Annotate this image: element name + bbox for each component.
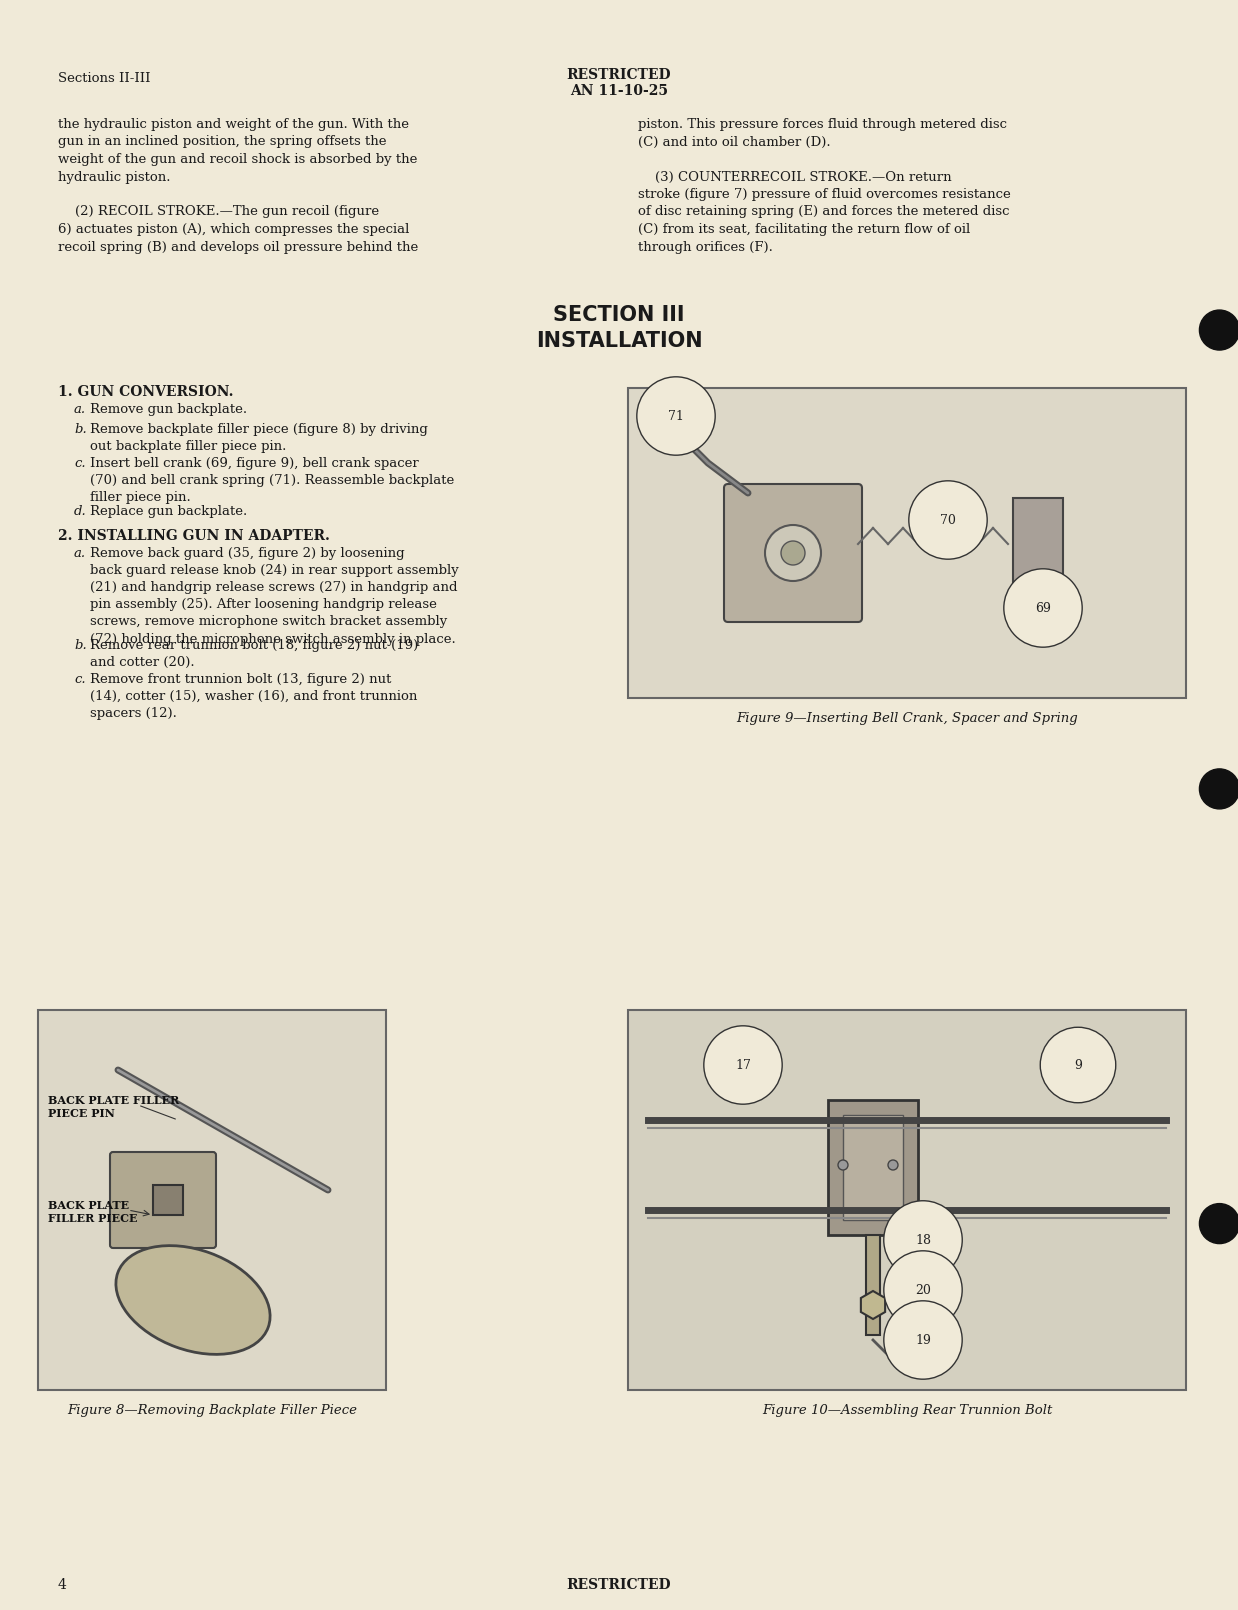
Text: 71: 71 xyxy=(669,409,683,422)
Text: b.: b. xyxy=(74,639,87,652)
Text: Remove gun backplate.: Remove gun backplate. xyxy=(90,402,248,415)
Text: Figure 8—Removing Backplate Filler Piece: Figure 8—Removing Backplate Filler Piece xyxy=(67,1404,357,1417)
Circle shape xyxy=(1200,311,1238,349)
Text: INSTALLATION: INSTALLATION xyxy=(536,332,702,351)
Bar xyxy=(154,1185,183,1216)
Bar xyxy=(828,1100,919,1235)
Text: RESTRICTED: RESTRICTED xyxy=(567,1578,671,1592)
Text: Remove rear trunnion bolt (18, figure 2) nut (19)
and cotter (20).: Remove rear trunnion bolt (18, figure 2)… xyxy=(90,639,418,668)
Text: Sections II-III: Sections II-III xyxy=(58,72,151,85)
Circle shape xyxy=(781,541,805,565)
Circle shape xyxy=(888,1159,898,1170)
Text: 4: 4 xyxy=(58,1578,67,1592)
Circle shape xyxy=(1200,770,1238,808)
Circle shape xyxy=(765,525,821,581)
Bar xyxy=(628,388,1186,699)
Text: b.: b. xyxy=(74,422,87,435)
Text: 69: 69 xyxy=(1035,602,1051,615)
Ellipse shape xyxy=(116,1246,270,1354)
Text: 1. GUN CONVERSION.: 1. GUN CONVERSION. xyxy=(58,385,234,399)
FancyBboxPatch shape xyxy=(110,1153,215,1248)
Bar xyxy=(38,1009,386,1389)
Text: 19: 19 xyxy=(915,1333,931,1346)
FancyBboxPatch shape xyxy=(724,485,862,621)
Bar xyxy=(867,1235,880,1335)
Text: 18: 18 xyxy=(915,1233,931,1246)
Text: 17: 17 xyxy=(735,1058,751,1072)
Text: c.: c. xyxy=(74,673,85,686)
Bar xyxy=(1013,497,1063,609)
Text: 70: 70 xyxy=(940,514,956,526)
Text: BACK PLATE
FILLER PIECE: BACK PLATE FILLER PIECE xyxy=(48,1199,137,1224)
Text: Figure 10—Assembling Rear Trunnion Bolt: Figure 10—Assembling Rear Trunnion Bolt xyxy=(761,1404,1052,1417)
Text: 2. INSTALLING GUN IN ADAPTER.: 2. INSTALLING GUN IN ADAPTER. xyxy=(58,528,329,543)
Text: Remove front trunnion bolt (13, figure 2) nut
(14), cotter (15), washer (16), an: Remove front trunnion bolt (13, figure 2… xyxy=(90,673,417,720)
Text: RESTRICTED: RESTRICTED xyxy=(567,68,671,82)
Text: 20: 20 xyxy=(915,1283,931,1296)
Text: d.: d. xyxy=(74,506,87,518)
Circle shape xyxy=(838,1159,848,1170)
Text: a.: a. xyxy=(74,402,87,415)
Text: BACK PLATE FILLER
PIECE PIN: BACK PLATE FILLER PIECE PIN xyxy=(48,1095,180,1119)
Text: AN 11-10-25: AN 11-10-25 xyxy=(569,84,669,98)
Text: a.: a. xyxy=(74,546,87,560)
Bar xyxy=(628,1009,1186,1389)
Circle shape xyxy=(1200,1204,1238,1243)
Text: Figure 9—Inserting Bell Crank, Spacer and Spring: Figure 9—Inserting Bell Crank, Spacer an… xyxy=(737,712,1078,724)
Text: c.: c. xyxy=(74,457,85,470)
Text: piston. This pressure forces fluid through metered disc
(C) and into oil chamber: piston. This pressure forces fluid throu… xyxy=(638,118,1010,253)
Text: Remove back guard (35, figure 2) by loosening
back guard release knob (24) in re: Remove back guard (35, figure 2) by loos… xyxy=(90,546,459,646)
Text: Replace gun backplate.: Replace gun backplate. xyxy=(90,506,248,518)
Bar xyxy=(843,1116,903,1220)
Text: Insert bell crank (69, figure 9), bell crank spacer
(70) and bell crank spring (: Insert bell crank (69, figure 9), bell c… xyxy=(90,457,454,504)
Text: 9: 9 xyxy=(1075,1058,1082,1072)
Text: the hydraulic piston and weight of the gun. With the
gun in an inclined position: the hydraulic piston and weight of the g… xyxy=(58,118,418,253)
Text: SECTION III: SECTION III xyxy=(553,304,685,325)
Text: Remove backplate filler piece (figure 8) by driving
out backplate filler piece p: Remove backplate filler piece (figure 8)… xyxy=(90,422,428,452)
